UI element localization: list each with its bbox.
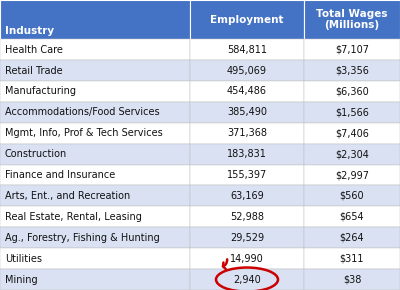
Bar (0, 227, 190, 248)
Text: $311: $311 (340, 254, 364, 264)
Text: Finance and Insurance: Finance and Insurance (5, 170, 115, 180)
Bar (190, 144, 304, 164)
Text: Utilities: Utilities (5, 254, 42, 264)
Bar (190, 206, 304, 227)
Text: Arts, Ent., and Recreation: Arts, Ent., and Recreation (5, 191, 130, 201)
Text: 371,368: 371,368 (227, 128, 267, 138)
Text: 155,397: 155,397 (227, 170, 267, 180)
Text: Ag., Forestry, Fishing & Hunting: Ag., Forestry, Fishing & Hunting (5, 233, 160, 243)
Text: 52,988: 52,988 (230, 212, 264, 222)
Bar (190, 227, 304, 248)
Bar (304, 39, 400, 60)
Text: Manufacturing: Manufacturing (5, 86, 76, 96)
Text: $264: $264 (340, 233, 364, 243)
Bar (0, 144, 190, 164)
Text: Industry: Industry (5, 26, 54, 36)
Text: Mgmt, Info, Prof & Tech Services: Mgmt, Info, Prof & Tech Services (5, 128, 162, 138)
Text: $3,356: $3,356 (335, 66, 369, 75)
Text: 385,490: 385,490 (227, 107, 267, 117)
Text: $560: $560 (340, 191, 364, 201)
Text: 495,069: 495,069 (227, 66, 267, 75)
Text: $7,107: $7,107 (335, 45, 369, 55)
Text: $2,304: $2,304 (335, 149, 369, 159)
Text: $1,566: $1,566 (335, 107, 369, 117)
Bar (190, 102, 304, 123)
Bar (304, 248, 400, 269)
Text: Mining: Mining (5, 275, 38, 284)
Text: 29,529: 29,529 (230, 233, 264, 243)
Bar (304, 227, 400, 248)
Text: $7,406: $7,406 (335, 128, 369, 138)
Text: 2,940: 2,940 (233, 275, 261, 284)
Bar (0, 206, 190, 227)
Bar (0, 123, 190, 144)
Text: $654: $654 (340, 212, 364, 222)
Bar (0, 81, 190, 102)
Bar (304, 0, 400, 39)
Bar (304, 144, 400, 164)
Bar (0, 60, 190, 81)
Text: 584,811: 584,811 (227, 45, 267, 55)
Bar (0, 102, 190, 123)
Bar (0, 165, 190, 186)
Text: Health Care: Health Care (5, 45, 63, 55)
Bar (190, 60, 304, 81)
Text: $2,997: $2,997 (335, 170, 369, 180)
Bar (0, 186, 190, 206)
Text: Employment: Employment (210, 14, 284, 25)
Bar (0, 39, 190, 60)
Text: $38: $38 (343, 275, 361, 284)
Bar (190, 186, 304, 206)
Text: Retail Trade: Retail Trade (5, 66, 62, 75)
Bar (190, 81, 304, 102)
Bar (190, 248, 304, 269)
Bar (190, 269, 304, 290)
Bar (304, 269, 400, 290)
Bar (190, 0, 304, 39)
Text: 454,486: 454,486 (227, 86, 267, 96)
Bar (304, 81, 400, 102)
Bar (304, 165, 400, 186)
Bar (190, 165, 304, 186)
Text: Real Estate, Rental, Leasing: Real Estate, Rental, Leasing (5, 212, 142, 222)
Bar (304, 206, 400, 227)
Text: 14,990: 14,990 (230, 254, 264, 264)
Bar (304, 123, 400, 144)
Text: 183,831: 183,831 (227, 149, 267, 159)
Bar (0, 248, 190, 269)
Text: Construction: Construction (5, 149, 67, 159)
Bar (0, 269, 190, 290)
Text: Accommodations/Food Services: Accommodations/Food Services (5, 107, 160, 117)
Bar (304, 186, 400, 206)
Text: 63,169: 63,169 (230, 191, 264, 201)
Bar (190, 123, 304, 144)
Bar (304, 60, 400, 81)
Text: $6,360: $6,360 (335, 86, 369, 96)
Bar (0, 0, 190, 39)
Bar (304, 102, 400, 123)
Bar (190, 39, 304, 60)
Text: Total Wages
(Millions): Total Wages (Millions) (316, 9, 388, 30)
